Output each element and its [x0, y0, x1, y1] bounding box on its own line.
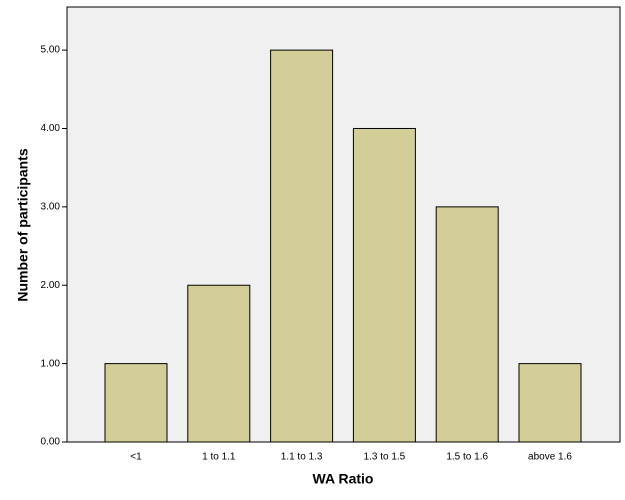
y-tick-label: 1.00: [41, 358, 61, 369]
y-tick-label: 0.00: [41, 437, 61, 448]
y-axis-title: Number of participants: [15, 148, 31, 301]
x-tick-label: above 1.6: [528, 452, 572, 463]
y-tick-label: 4.00: [41, 123, 61, 134]
x-tick-label: 1.3 to 1.5: [364, 452, 406, 463]
bar: [104, 363, 168, 443]
y-tick-label: 5.00: [41, 45, 61, 56]
bar: [352, 127, 416, 443]
x-tick-label: 1.5 to 1.6: [446, 452, 488, 463]
bar: [187, 284, 251, 443]
x-axis-title: WA Ratio: [313, 471, 374, 487]
y-tick-label: 3.00: [41, 202, 61, 213]
bar: [435, 206, 499, 443]
bar: [270, 49, 334, 443]
x-tick-label: 1 to 1.1: [202, 452, 236, 463]
x-tick-label: 1.1 to 1.3: [281, 452, 323, 463]
y-tick-label: 2.00: [41, 280, 61, 291]
x-tick-label: <1: [130, 452, 142, 463]
bar: [518, 363, 582, 443]
